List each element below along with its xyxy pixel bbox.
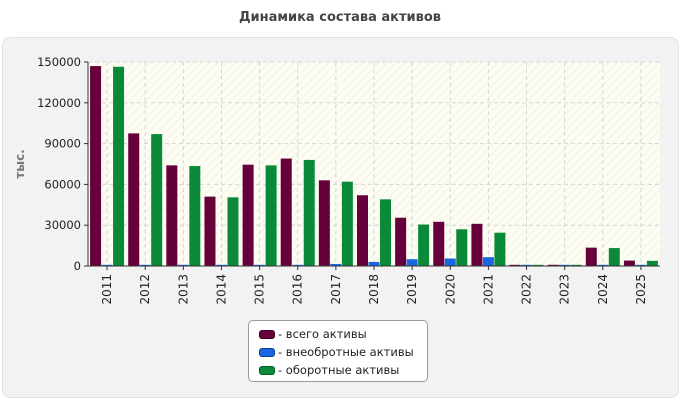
bars — [90, 66, 658, 266]
bar-current-2013 — [189, 166, 201, 266]
bar-noncurrent-2013 — [177, 264, 189, 266]
bar-current-2020 — [456, 229, 468, 266]
bar-noncurrent-2017 — [330, 263, 342, 266]
bar-current-2019 — [418, 224, 430, 266]
legend-swatch — [259, 329, 275, 339]
bar-current-2011 — [113, 66, 125, 266]
bar-total-2023 — [547, 264, 559, 266]
grid-lines — [88, 61, 660, 266]
bar-total-2013 — [166, 165, 178, 266]
legend-item: - внеобротные активы — [259, 343, 427, 361]
bar-current-2021 — [494, 232, 506, 266]
bar-noncurrent-2019 — [406, 259, 418, 266]
x-tick-label: 2021 — [481, 274, 495, 305]
x-tick-label: 2013 — [176, 274, 190, 305]
x-tick-label: 2018 — [367, 274, 381, 305]
x-tick-label: 2022 — [520, 274, 534, 305]
x-tick-label: 2015 — [253, 274, 267, 305]
y-tick-label: 150000 — [37, 55, 81, 69]
x-tick-label: 2025 — [634, 274, 648, 305]
chart-title: Динамика состава активов — [238, 10, 442, 25]
bar-current-2023 — [570, 264, 582, 266]
bar-total-2024 — [585, 247, 597, 266]
legend-item: - оборотные активы — [259, 361, 427, 379]
legend-swatch — [259, 347, 275, 357]
x-tick-label: 2017 — [329, 274, 343, 305]
y-tick-label: 120000 — [37, 96, 81, 110]
x-tick-label: 2012 — [138, 274, 152, 305]
x-tick-label: 2011 — [100, 274, 114, 305]
bar-noncurrent-2024 — [597, 264, 609, 266]
bar-noncurrent-2016 — [292, 264, 304, 266]
bar-total-2014 — [204, 196, 216, 266]
bar-total-2012 — [128, 133, 140, 266]
x-tick-label: 2020 — [443, 274, 457, 305]
bar-total-2019 — [395, 217, 407, 266]
bar-current-2017 — [341, 181, 353, 266]
axes: 0 30000 60000 90000 120000 150000 2011 2012 2013… — [37, 55, 660, 305]
bar-current-2022 — [532, 264, 544, 266]
x-tick-label: 2019 — [405, 274, 419, 305]
y-tick-label: 30000 — [44, 218, 81, 232]
x-tick-label: 2014 — [214, 274, 228, 305]
bar-noncurrent-2022 — [521, 264, 533, 266]
bar-noncurrent-2023 — [559, 264, 571, 266]
bar-total-2025 — [623, 260, 635, 266]
bar-total-2021 — [471, 223, 483, 266]
legend-swatch — [259, 365, 275, 375]
legend: - всего активы - внеобротные активы - обор… — [248, 320, 428, 382]
y-tick-label: 90000 — [44, 137, 81, 151]
bar-noncurrent-2021 — [482, 257, 494, 266]
x-tick-label: 2024 — [596, 274, 610, 305]
x-tick-label: 2016 — [291, 274, 305, 305]
legend-label: - всего активы — [278, 327, 367, 341]
bar-total-2020 — [433, 221, 445, 266]
y-tick-label: 0 — [74, 259, 81, 273]
legend-label: - оборотные активы — [278, 363, 400, 377]
legend-label: - внеобротные активы — [278, 345, 414, 359]
bar-noncurrent-2020 — [444, 258, 456, 266]
bar-noncurrent-2015 — [254, 264, 266, 266]
bar-noncurrent-2014 — [215, 264, 227, 266]
x-tick-label: 2023 — [558, 274, 572, 305]
bar-total-2011 — [90, 66, 102, 266]
y-tick-label: 60000 — [44, 177, 81, 191]
bar-noncurrent-2018 — [368, 261, 380, 266]
bar-noncurrent-2025 — [635, 264, 647, 266]
bar-total-2016 — [280, 158, 292, 266]
bar-noncurrent-2012 — [139, 264, 151, 266]
bar-noncurrent-2011 — [101, 264, 113, 266]
y-axis-label: тыс. — [13, 149, 27, 178]
bar-current-2012 — [151, 134, 163, 266]
bar-current-2025 — [646, 260, 658, 266]
bar-total-2022 — [509, 264, 521, 266]
bar-current-2018 — [380, 199, 391, 266]
bar-current-2015 — [265, 165, 277, 266]
bar-total-2018 — [357, 195, 368, 266]
bar-total-2017 — [318, 180, 330, 266]
bar-current-2024 — [608, 248, 620, 266]
bar-total-2015 — [242, 164, 254, 266]
bar-current-2016 — [303, 159, 315, 266]
bar-current-2014 — [227, 197, 239, 266]
legend-item: - всего активы — [259, 325, 427, 343]
